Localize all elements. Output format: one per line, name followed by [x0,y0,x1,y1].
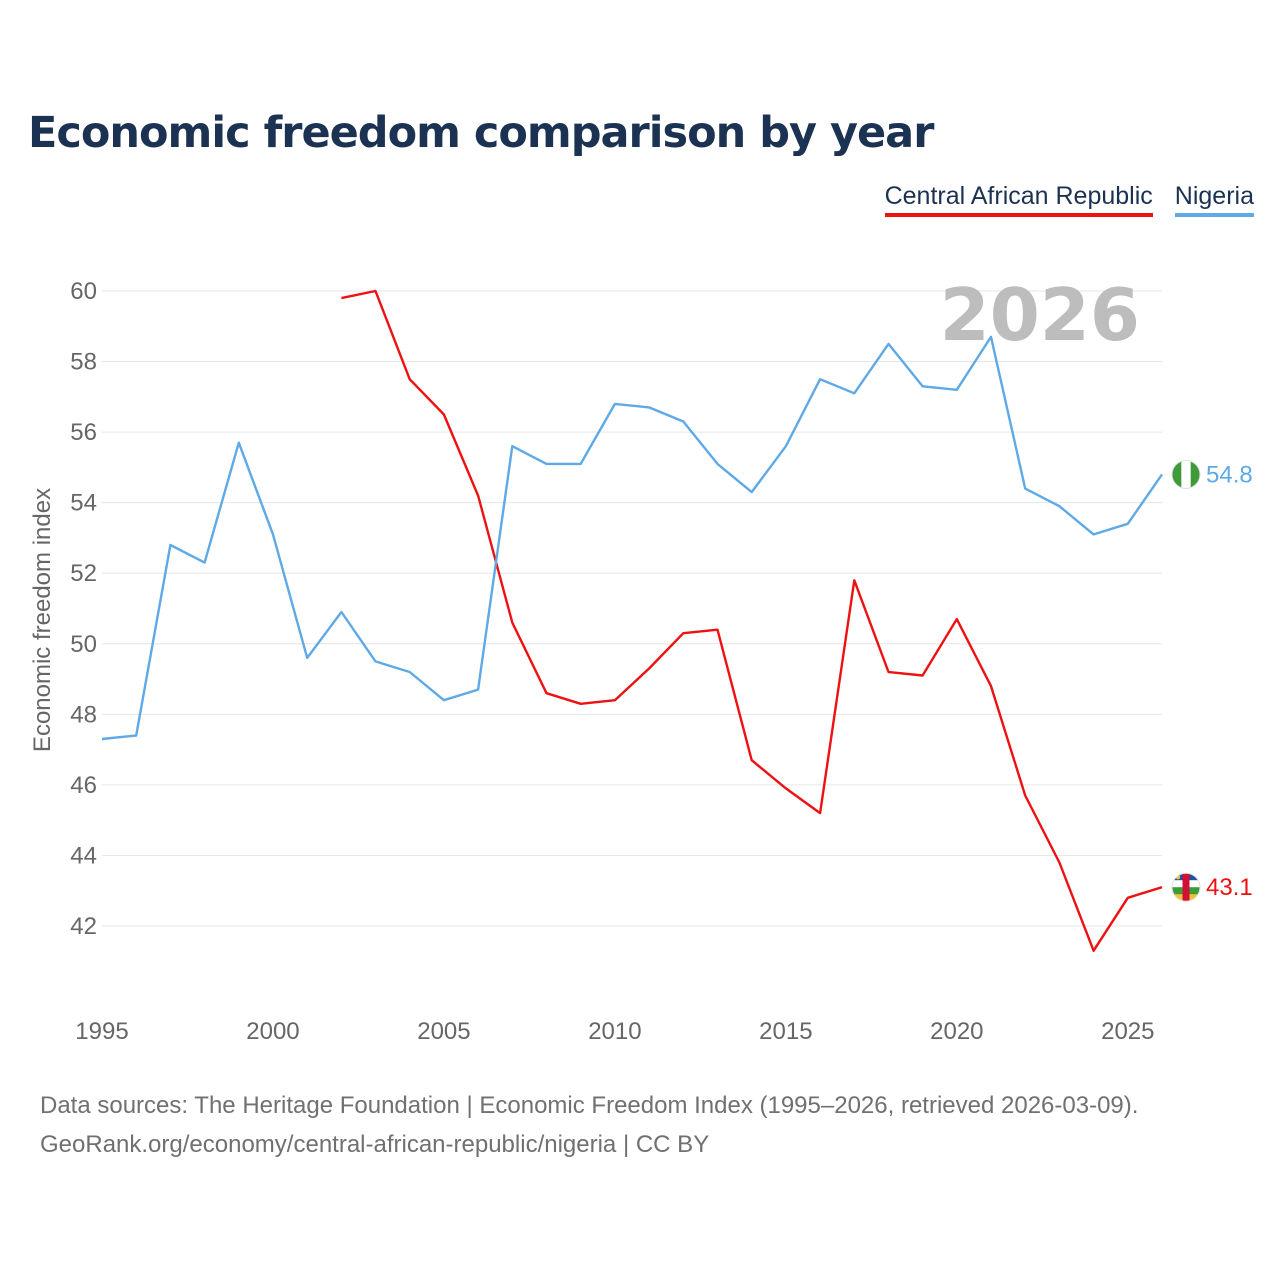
data-sources-footer: Data sources: The Heritage Foundation | … [40,1086,1138,1164]
end-value-label-central-african-republic: 43.1 [1206,874,1253,901]
x-axis-ticks: 1995 2000 2005 2010 2015 2020 2025 [75,1018,1154,1045]
y-tick-label: 60 [70,278,97,305]
legend-item-central-african-republic[interactable]: Central African Republic [884,182,1153,217]
chart-title: Economic freedom comparison by year [28,108,934,158]
series-lines [101,289,1163,952]
x-tick-label: 2010 [588,1018,641,1045]
y-tick-label: 56 [70,419,97,446]
x-tick-label: 1995 [75,1018,128,1045]
series-line-central-african-republic[interactable] [341,289,1163,952]
attribution-line[interactable]: GeoRank.org/economy/central-african-repu… [40,1131,710,1158]
x-tick-label: 2000 [246,1018,299,1045]
year-watermark: 2026 [940,273,1140,357]
series-end-markers: 43.1 54.8 [1171,459,1253,902]
legend: Central African Republic Nigeria [884,182,1254,217]
y-axis-label: Economic freedom index [29,488,56,752]
series-line-nigeria[interactable] [101,335,1163,741]
x-tick-label: 2025 [1101,1018,1154,1045]
y-tick-label: 52 [70,560,97,587]
gridlines [102,290,1162,927]
nigeria-flag-icon [1171,459,1201,489]
x-tick-label: 2015 [759,1018,812,1045]
y-tick-label: 46 [70,772,97,799]
y-tick-label: 54 [70,490,97,517]
y-tick-label: 42 [70,913,97,940]
y-tick-label: 58 [70,349,97,376]
sources-line: Data sources: The Heritage Foundation | … [40,1092,1139,1119]
x-tick-label: 2020 [930,1018,983,1045]
x-tick-label: 2005 [417,1018,470,1045]
legend-item-nigeria[interactable]: Nigeria [1174,182,1254,217]
y-tick-label: 50 [70,631,97,658]
y-tick-label: 44 [70,842,97,869]
end-value-label-nigeria: 54.8 [1206,461,1253,488]
central-african-republic-flag-icon [1171,872,1201,902]
y-axis-ticks: 42 44 46 48 50 52 54 56 58 60 [70,278,97,940]
y-tick-label: 48 [70,701,97,728]
